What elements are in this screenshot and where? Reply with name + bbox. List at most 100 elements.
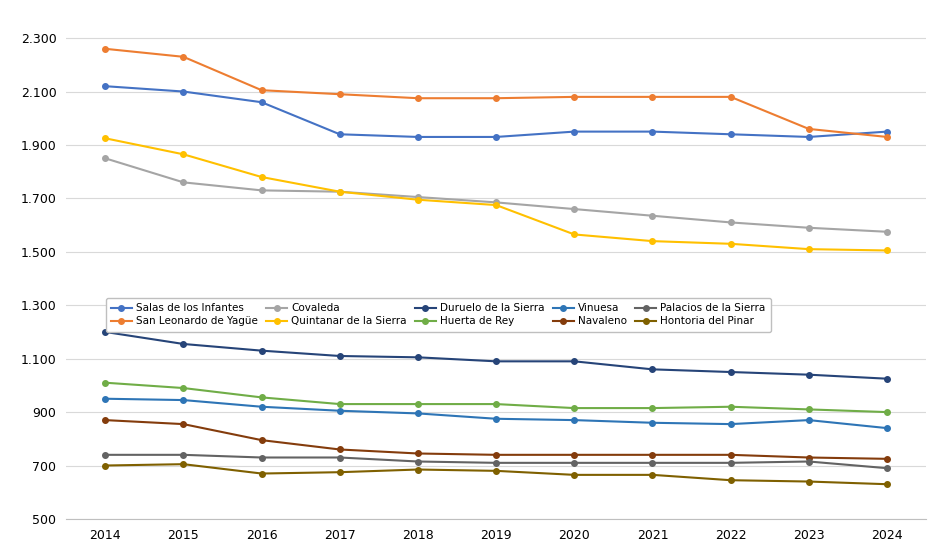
Line: Covaleda: Covaleda (102, 156, 889, 234)
Covaleda (881, 228, 892, 235)
Quintanar de la Sierra (256, 174, 267, 180)
Salas de los Infantes (177, 88, 189, 95)
San Leonardo de Yagüe (256, 87, 267, 94)
Huerta de Rey (334, 401, 346, 407)
Huerta de Rey (177, 384, 189, 391)
Palacios de la Sierra (177, 451, 189, 458)
Vinuesa (412, 410, 423, 417)
Line: Vinuesa: Vinuesa (102, 396, 889, 431)
Quintanar de la Sierra (724, 240, 735, 247)
Legend: Salas de los Infantes, San Leonardo de Yagüe, Covaleda, Quintanar de la Sierra, : Salas de los Infantes, San Leonardo de Y… (106, 298, 769, 331)
Duruelo de la Sierra (646, 366, 657, 373)
Covaleda (802, 224, 814, 231)
Covaleda (568, 206, 580, 213)
Hontoria del Pinar (412, 466, 423, 473)
Covaleda (334, 189, 346, 195)
Hontoria del Pinar (646, 472, 657, 478)
Duruelo de la Sierra (177, 340, 189, 347)
Hontoria del Pinar (334, 469, 346, 475)
Salas de los Infantes (802, 133, 814, 140)
Covaleda (490, 199, 501, 206)
San Leonardo de Yagüe (490, 95, 501, 102)
Salas de los Infantes (334, 131, 346, 138)
Duruelo de la Sierra (99, 329, 110, 335)
Quintanar de la Sierra (177, 151, 189, 158)
Vinuesa (490, 415, 501, 422)
Line: Huerta de Rey: Huerta de Rey (102, 380, 889, 415)
Covaleda (724, 219, 735, 226)
Vinuesa (881, 425, 892, 431)
Covaleda (99, 155, 110, 162)
Covaleda (256, 187, 267, 194)
Vinuesa (724, 421, 735, 427)
Duruelo de la Sierra (802, 371, 814, 378)
Duruelo de la Sierra (724, 369, 735, 376)
Duruelo de la Sierra (490, 358, 501, 365)
Vinuesa (256, 403, 267, 410)
Palacios de la Sierra (256, 454, 267, 461)
Hontoria del Pinar (802, 478, 814, 485)
Palacios de la Sierra (412, 458, 423, 465)
Palacios de la Sierra (99, 451, 110, 458)
Navaleno (881, 455, 892, 462)
San Leonardo de Yagüe (802, 126, 814, 132)
Covaleda (646, 213, 657, 219)
Line: Palacios de la Sierra: Palacios de la Sierra (102, 452, 889, 471)
Line: Duruelo de la Sierra: Duruelo de la Sierra (102, 329, 889, 382)
Covaleda (177, 179, 189, 186)
Quintanar de la Sierra (412, 196, 423, 203)
San Leonardo de Yagüe (646, 94, 657, 100)
San Leonardo de Yagüe (177, 54, 189, 60)
Navaleno (177, 421, 189, 427)
Navaleno (256, 437, 267, 444)
Covaleda (412, 194, 423, 200)
Navaleno (802, 454, 814, 461)
San Leonardo de Yagüe (568, 94, 580, 100)
Duruelo de la Sierra (412, 354, 423, 360)
Hontoria del Pinar (724, 477, 735, 484)
Vinuesa (568, 417, 580, 424)
Duruelo de la Sierra (334, 353, 346, 359)
Vinuesa (334, 407, 346, 414)
Hontoria del Pinar (177, 461, 189, 468)
Palacios de la Sierra (490, 459, 501, 466)
Huerta de Rey (881, 409, 892, 416)
San Leonardo de Yagüe (724, 94, 735, 100)
Palacios de la Sierra (568, 459, 580, 466)
Line: Navaleno: Navaleno (102, 417, 889, 461)
Palacios de la Sierra (646, 459, 657, 466)
Hontoria del Pinar (256, 470, 267, 477)
Line: Quintanar de la Sierra: Quintanar de la Sierra (102, 136, 889, 253)
Duruelo de la Sierra (256, 347, 267, 354)
Palacios de la Sierra (802, 458, 814, 465)
Salas de los Infantes (490, 133, 501, 140)
Navaleno (490, 451, 501, 458)
Navaleno (568, 451, 580, 458)
Navaleno (412, 450, 423, 457)
Huerta de Rey (256, 394, 267, 401)
Duruelo de la Sierra (568, 358, 580, 365)
Huerta de Rey (412, 401, 423, 407)
Navaleno (99, 417, 110, 424)
Quintanar de la Sierra (802, 246, 814, 252)
Hontoria del Pinar (99, 462, 110, 469)
Huerta de Rey (802, 406, 814, 413)
Hontoria del Pinar (568, 472, 580, 478)
Quintanar de la Sierra (99, 135, 110, 142)
San Leonardo de Yagüe (99, 45, 110, 52)
Salas de los Infantes (881, 128, 892, 135)
Salas de los Infantes (256, 99, 267, 105)
San Leonardo de Yagüe (881, 133, 892, 140)
Line: Salas de los Infantes: Salas de los Infantes (102, 83, 889, 140)
Duruelo de la Sierra (881, 376, 892, 382)
Salas de los Infantes (412, 133, 423, 140)
Quintanar de la Sierra (646, 238, 657, 244)
Huerta de Rey (568, 405, 580, 411)
Vinuesa (646, 420, 657, 426)
Quintanar de la Sierra (568, 231, 580, 238)
Salas de los Infantes (568, 128, 580, 135)
Hontoria del Pinar (881, 481, 892, 488)
Vinuesa (99, 396, 110, 402)
Line: Hontoria del Pinar: Hontoria del Pinar (102, 461, 889, 487)
Salas de los Infantes (646, 128, 657, 135)
